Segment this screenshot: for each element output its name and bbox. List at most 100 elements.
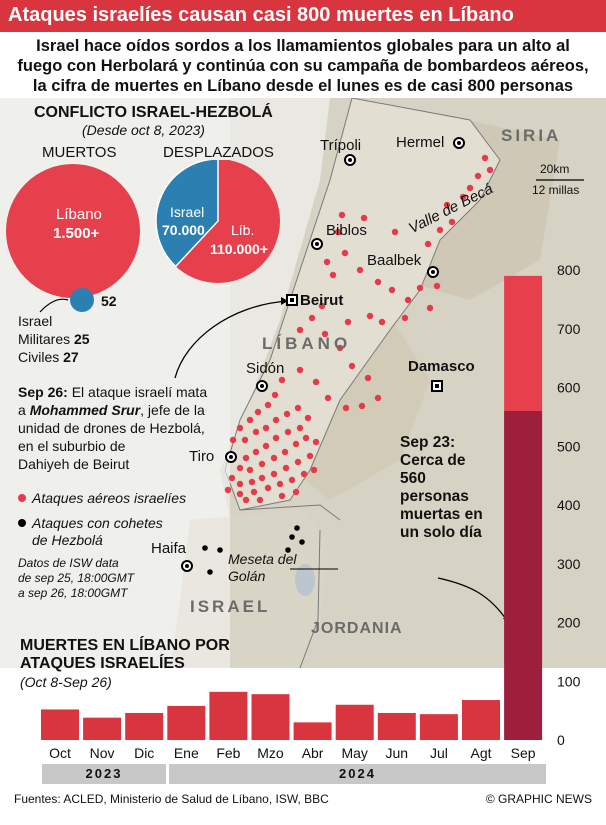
air-strike-dot bbox=[404, 296, 412, 304]
air-strike-dot bbox=[236, 490, 244, 498]
air-strike-dot bbox=[288, 476, 296, 484]
air-strike-dot bbox=[481, 154, 489, 162]
sep26-name: Mohammed Srur bbox=[29, 402, 141, 418]
rocket-strike-dot bbox=[217, 547, 223, 553]
x-tick-label: Jul bbox=[430, 745, 448, 761]
bar-feb bbox=[209, 691, 248, 740]
air-strike-dot bbox=[296, 366, 304, 374]
label-siria: SIRIA bbox=[501, 126, 562, 145]
footer bbox=[0, 788, 606, 825]
air-strike-dot bbox=[364, 374, 372, 382]
air-strike-dot bbox=[366, 312, 374, 320]
x-tick-label: Ene bbox=[174, 745, 199, 761]
air-strike-dot bbox=[310, 466, 318, 474]
displaced-lib-value: 110.000+ bbox=[210, 241, 269, 257]
bar-mzo bbox=[251, 694, 290, 740]
legend-air-dot bbox=[18, 494, 26, 502]
israel-pointer-line bbox=[39, 298, 69, 313]
y-tick-label: 800 bbox=[557, 262, 581, 278]
sep26-pointer-line bbox=[174, 300, 289, 379]
air-strike-dot bbox=[294, 458, 302, 466]
subtitle-line: Israel hace oídos sordos a los llamamien… bbox=[36, 37, 570, 55]
y-tick-label: 300 bbox=[557, 556, 581, 572]
air-strike-dot bbox=[378, 318, 386, 326]
bar-sep-sep23 bbox=[504, 411, 543, 740]
air-strike-dot bbox=[228, 474, 236, 482]
displaced-lib-label: Líb. bbox=[231, 222, 255, 238]
air-strike-dot bbox=[250, 488, 258, 496]
bar-dic bbox=[125, 712, 164, 740]
air-strike-dot bbox=[229, 436, 237, 444]
air-strike-dot bbox=[401, 314, 409, 322]
air-strike-dot bbox=[329, 271, 337, 279]
air-strike-dot bbox=[270, 470, 278, 478]
air-strike-dot bbox=[281, 448, 289, 456]
air-strike-dot bbox=[254, 408, 262, 416]
air-strike-dot bbox=[312, 378, 320, 386]
air-strike-dot bbox=[224, 486, 232, 494]
subtitle-line: fuego con Herbolará y continúa con su ca… bbox=[17, 57, 589, 75]
label-haifa: Haifa bbox=[151, 540, 187, 557]
air-strike-dot bbox=[258, 460, 266, 468]
air-strike-dot bbox=[236, 480, 244, 488]
military-value: 25 bbox=[74, 331, 90, 347]
bar-nov bbox=[83, 717, 122, 740]
bar-jul bbox=[419, 714, 458, 740]
label-golan: Meseta del Golán bbox=[228, 551, 297, 584]
chart-title: MUERTES EN LÍBANO POR ATAQUES ISRAELÍES bbox=[20, 637, 230, 672]
air-strike-dot bbox=[391, 228, 399, 236]
bar-oct bbox=[41, 709, 79, 740]
legend-rocket-dot bbox=[18, 519, 26, 527]
air-strike-dot bbox=[318, 302, 326, 310]
bar-sep-rest bbox=[504, 275, 543, 411]
air-strike-dot bbox=[356, 266, 364, 274]
air-strike-dot bbox=[344, 318, 352, 326]
isw-note: Datos de ISW data de sep 25, 18:00GMT a … bbox=[18, 556, 135, 600]
air-strike-dot bbox=[284, 428, 292, 436]
air-strike-dot bbox=[486, 166, 494, 174]
air-strike-dot bbox=[323, 258, 331, 266]
y-tick-label: 0 bbox=[557, 732, 565, 748]
year-2024: 2024 bbox=[169, 764, 546, 784]
bar-agt bbox=[462, 700, 500, 740]
air-strike-dot bbox=[294, 404, 302, 412]
air-strike-dot bbox=[360, 214, 368, 222]
rocket-strike-dot bbox=[294, 525, 300, 531]
displaced-israel-slice bbox=[155, 160, 219, 268]
air-strike-dot bbox=[246, 416, 254, 424]
subtitle: Israel hace oídos sordos a los llamamien… bbox=[10, 36, 596, 96]
air-strike-dot bbox=[278, 492, 286, 500]
israel-dead-circle bbox=[70, 288, 94, 312]
air-strike-dot bbox=[433, 282, 441, 290]
israel-dead-breakdown: Israel Militares 25 Civiles 27 bbox=[18, 312, 90, 366]
rocket-strike-dot bbox=[289, 534, 295, 540]
air-strike-dot bbox=[448, 218, 456, 226]
israel-label: Israel bbox=[18, 313, 53, 329]
bar-ene bbox=[167, 705, 206, 740]
x-tick-label: Agt bbox=[470, 745, 491, 761]
x-tick-label: Jun bbox=[386, 745, 409, 761]
air-strike-dot bbox=[264, 484, 272, 492]
page-title: Ataques israelíes causan casi 800 muerte… bbox=[8, 4, 514, 26]
air-strike-dot bbox=[296, 424, 304, 432]
x-tick-label: Dic bbox=[134, 745, 154, 761]
chart-subtitle: (Oct 8-Sep 26) bbox=[20, 674, 112, 690]
bar-jun bbox=[377, 712, 416, 740]
desplazados-label: DESPLAZADOS bbox=[163, 144, 274, 161]
air-strike-dot bbox=[258, 474, 266, 482]
air-strike-dot bbox=[306, 452, 314, 460]
civilians-label: Civiles bbox=[18, 349, 60, 365]
air-strike-dot bbox=[252, 428, 260, 436]
air-strike-dot bbox=[292, 440, 300, 448]
air-strike-dot bbox=[436, 226, 444, 234]
air-strike-dot bbox=[242, 496, 250, 504]
x-tick-label: Oct bbox=[49, 745, 71, 761]
air-strike-dot bbox=[348, 362, 356, 370]
pie-charts bbox=[6, 160, 280, 313]
military-line: Militares 25 bbox=[18, 330, 90, 348]
y-tick-label: 500 bbox=[557, 438, 581, 454]
lebanon-value: 1.500+ bbox=[53, 225, 100, 242]
lebanon-label: Líbano bbox=[56, 206, 102, 223]
air-strike-dot bbox=[374, 394, 382, 402]
air-strike-dots bbox=[224, 154, 494, 504]
